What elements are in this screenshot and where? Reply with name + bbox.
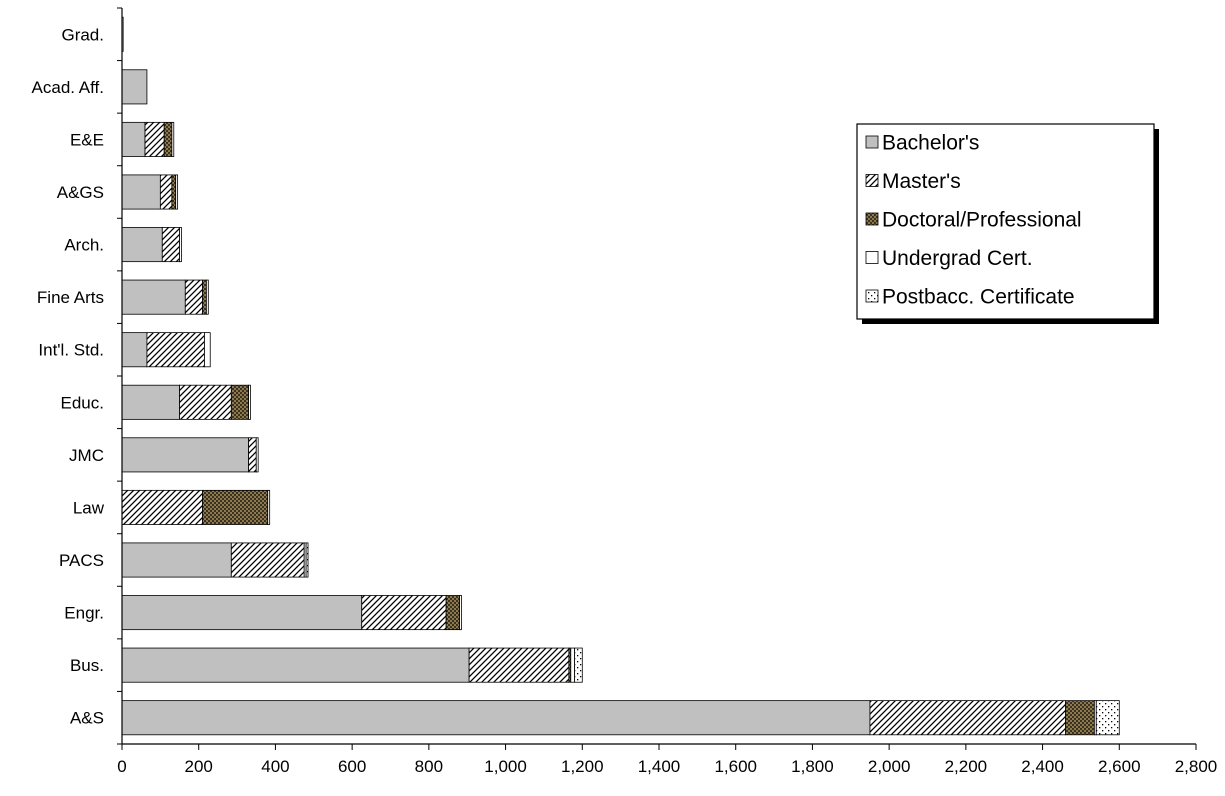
bar-arch-undergrad-cert: [179, 227, 182, 263]
y-tick-label: Engr.: [64, 604, 104, 623]
bar-educ-bachelor-s: [121, 384, 180, 420]
bar-a-s-bachelor-s: [121, 700, 871, 736]
bar-a-s-doctoral-professional: [1065, 700, 1095, 736]
x-tick-label: 200: [185, 757, 213, 776]
bar-law-doctoral-professional: [202, 489, 269, 525]
y-tick-label: Bus.: [70, 656, 104, 675]
bar-int-l-std-master-s: [146, 332, 205, 368]
bar-engr-master-s: [361, 595, 447, 631]
x-tick-label: 1,000: [484, 757, 527, 776]
bar-e-e-undergrad-cert: [171, 121, 175, 157]
legend-label-postbacc-certificate: Postbacc. Certificate: [882, 286, 1075, 309]
bar-bus-undergrad-cert: [570, 647, 576, 683]
bar-fine-arts-doctoral-professional: [202, 279, 207, 315]
x-tick-label: 600: [338, 757, 366, 776]
bar-a-s-postbacc-certificate: [1095, 700, 1120, 736]
bar-fine-arts-master-s: [184, 279, 203, 315]
x-tick-label: 1,800: [791, 757, 834, 776]
bar-a-gs-bachelor-s: [121, 174, 161, 210]
bar-jmc-undergrad-cert: [255, 437, 259, 473]
legend-label-undergrad-cert: Undergrad Cert.: [882, 247, 1033, 270]
y-tick-label: Arch.: [64, 236, 104, 255]
bar-pacs-master-s: [230, 542, 305, 578]
x-tick-labels: 0 200 400 600 800 1,000 1,200 1,400 1,600 1,800 2,…: [117, 757, 1217, 776]
bar-a-gs-doctoral-professional: [171, 174, 177, 210]
bar-a-s-master-s: [869, 700, 1066, 736]
x-tick-label: 2,800: [1175, 757, 1218, 776]
bar-acad-aff-bachelor-s: [121, 69, 148, 105]
legend-label-bachelor-s: Bachelor's: [882, 132, 979, 155]
bar-bus-bachelor-s: [121, 647, 470, 683]
bar-fine-arts-undergrad-cert: [205, 279, 209, 315]
y-tick-label: JMC: [69, 446, 104, 465]
legend: Bachelor's Master's Doctoral/Professional U…: [856, 123, 1159, 324]
bar-bus-postbacc-certificate: [574, 647, 583, 683]
bar-a-gs-master-s: [159, 174, 173, 210]
bar-pacs-postbacc-certificate: [305, 542, 309, 578]
bar-educ-master-s: [179, 384, 232, 420]
legend-label-master-s: Master's: [882, 170, 961, 193]
bar-educ-doctoral-professional: [230, 384, 249, 420]
x-tick-label: 1,200: [561, 757, 604, 776]
y-tick-label: Educ.: [61, 393, 104, 412]
x-tick-label: 800: [415, 757, 443, 776]
bar-bus-master-s: [468, 647, 570, 683]
bars-group: [121, 16, 1120, 736]
bar-e-e-bachelor-s: [121, 121, 146, 157]
y-tick-labels: A&S Bus. Engr. PACS Law JMC Educ. Int'l. Std. Fi…: [32, 25, 105, 727]
x-tick-label: 2,000: [868, 757, 911, 776]
bar-int-l-std-bachelor-s: [121, 332, 148, 368]
x-tick-label: 1,600: [714, 757, 757, 776]
bar-a-gs-undergrad-cert: [175, 174, 179, 210]
bar-e-e-doctoral-professional: [163, 121, 173, 157]
bar-int-l-std-undergrad-cert: [204, 332, 211, 368]
bar-arch-bachelor-s: [121, 227, 163, 263]
y-tick-label: Law: [73, 498, 105, 517]
bar-educ-undergrad-cert: [248, 384, 251, 420]
x-tick-label: 400: [261, 757, 289, 776]
bar-jmc-master-s: [248, 437, 257, 473]
bar-engr-doctoral-professional: [445, 595, 460, 631]
bar-fine-arts-bachelor-s: [121, 279, 186, 315]
axes: [117, 7, 1197, 750]
x-tick-label: 2,200: [945, 757, 988, 776]
x-tick-label: 2,600: [1098, 757, 1141, 776]
y-tick-label: A&S: [70, 709, 104, 728]
legend-swatch-bachelor-s: [865, 135, 879, 149]
bar-jmc-bachelor-s: [121, 437, 249, 473]
y-tick-label: PACS: [59, 551, 104, 570]
y-tick-label: A&GS: [57, 183, 104, 202]
legend-box: [856, 123, 1155, 320]
y-tick-label: Acad. Aff.: [32, 78, 104, 97]
bar-pacs-bachelor-s: [121, 542, 232, 578]
bar-engr-bachelor-s: [121, 595, 363, 631]
legend-label-doctoral-professional: Doctoral/Professional: [882, 209, 1082, 232]
x-tick-label: 1,400: [638, 757, 681, 776]
y-tick-label: Grad.: [61, 25, 104, 44]
bar-law-master-s: [121, 489, 203, 525]
x-tick-label: 2,400: [1021, 757, 1064, 776]
legend-swatch-doctoral-professional: [865, 212, 879, 226]
bar-engr-undergrad-cert: [459, 595, 462, 631]
x-tick-label: 0: [117, 757, 126, 776]
y-tick-label: Fine Arts: [37, 288, 104, 307]
bar-arch-master-s: [161, 227, 180, 263]
y-tick-label: Int'l. Std.: [38, 341, 104, 360]
legend-swatch-undergrad-cert: [865, 251, 879, 264]
y-tick-label: E&E: [70, 130, 104, 149]
legend-swatch-master-s: [865, 174, 879, 187]
bar-e-e-master-s: [144, 121, 165, 157]
bar-law-undergrad-cert: [267, 489, 271, 525]
legend-swatch-postbacc-certificate: [865, 289, 879, 303]
